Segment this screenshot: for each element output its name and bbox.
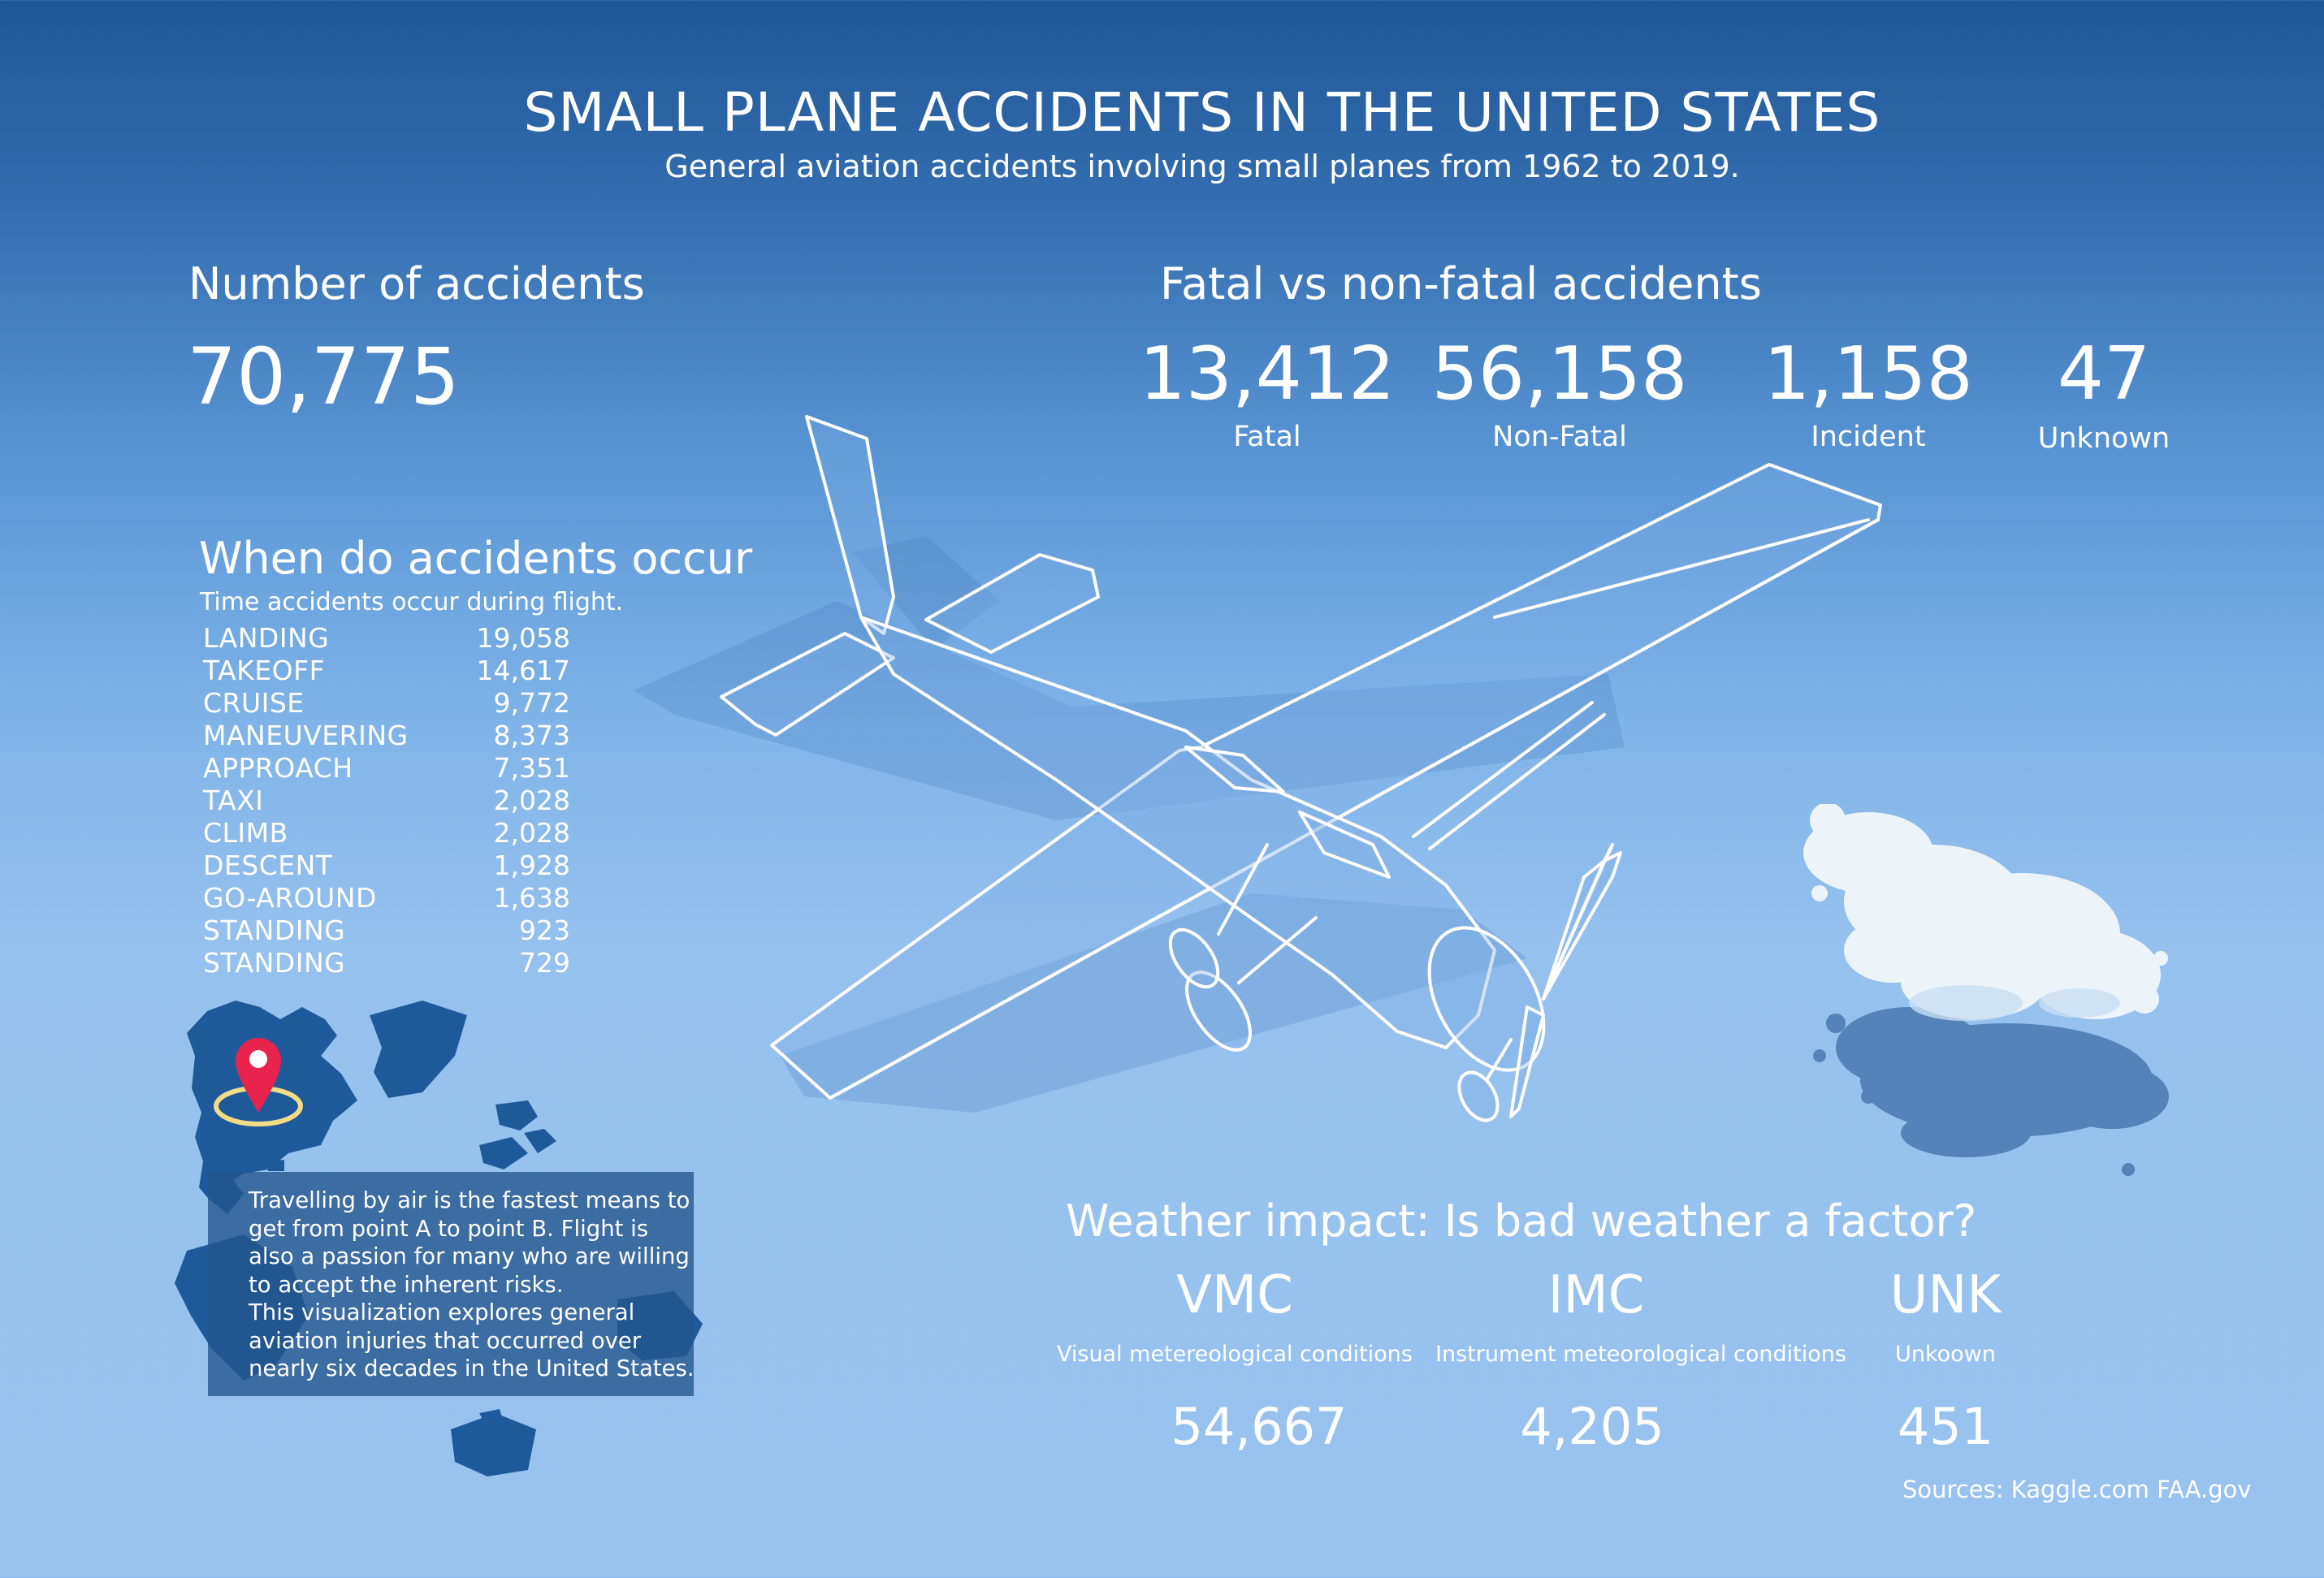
phase-name: MANEUVERING — [203, 720, 409, 751]
page-subtitle: General aviation accidents involving sma… — [664, 149, 1740, 184]
intro-line: aviation injuries that occurred over — [249, 1327, 642, 1354]
phase-row: MANEUVERING 8,373 — [203, 720, 570, 752]
fatal-value: 13,412 — [1139, 331, 1396, 417]
total-value: 70,775 — [187, 331, 460, 422]
phase-name: DESCENT — [203, 850, 333, 881]
intro-text-box: Travelling by air is the fastest means t… — [208, 1172, 695, 1396]
phase-count: 8,373 — [493, 720, 570, 751]
unk-description: Unkoown — [1895, 1342, 1996, 1367]
phase-count: 2,028 — [493, 785, 570, 816]
total-heading: Number of accidents — [188, 258, 645, 309]
page-title: SMALL PLANE ACCIDENTS IN THE UNITED STAT… — [523, 81, 1881, 144]
phase-count: 923 — [519, 914, 570, 946]
phase-name: TAKEOFF — [203, 655, 326, 686]
vmc-value: 54,667 — [1171, 1397, 1348, 1456]
vmc-code: VMC — [1176, 1265, 1293, 1325]
phase-name: APPROACH — [203, 752, 353, 784]
non-fatal-label: Non-Fatal — [1492, 421, 1627, 453]
phase-count: 9,772 — [493, 687, 570, 719]
severity-heading: Fatal vs non-fatal accidents — [1160, 258, 1762, 309]
phase-count: 14,617 — [476, 655, 570, 686]
imc-description: Instrument meteorological conditions — [1435, 1342, 1846, 1367]
phase-name: STANDING — [203, 914, 346, 946]
phase-row: STANDING 729 — [203, 947, 570, 979]
phase-row: LANDING 19,058 — [203, 622, 570, 655]
vmc-description: Visual metereological conditions — [1057, 1342, 1413, 1367]
map-pin-icon — [236, 1038, 281, 1113]
cloud-illustration — [1803, 804, 2169, 1176]
phase-name: GO-AROUND — [203, 882, 377, 914]
intro-line: nearly six decades in the United States. — [249, 1355, 695, 1381]
imc-code: IMC — [1547, 1265, 1645, 1325]
phase-name: TAXI — [203, 785, 264, 816]
intro-line: also a passion for many who are willing — [249, 1243, 690, 1269]
phase-row: DESCENT 1,928 — [203, 850, 570, 882]
phase-count: 7,351 — [493, 752, 570, 784]
unk-value: 451 — [1897, 1397, 1994, 1456]
unk-code: UNK — [1889, 1265, 2002, 1325]
phase-row: STANDING 923 — [203, 914, 570, 947]
phase-row: GO-AROUND 1,638 — [203, 882, 570, 914]
phase-row: CLIMB 2,028 — [203, 817, 570, 850]
airplane-illustration — [634, 415, 1882, 1122]
weather-heading: Weather impact: Is bad weather a factor? — [1066, 1195, 1977, 1247]
incident-value: 1,158 — [1764, 331, 1973, 417]
fatal-label: Fatal — [1233, 421, 1301, 453]
phase-count: 729 — [519, 947, 570, 979]
non-fatal-value: 56,158 — [1431, 331, 1688, 417]
phase-name: STANDING — [203, 947, 346, 979]
unknown-value: 47 — [2057, 331, 2151, 417]
phases-heading: When do accidents occur — [199, 533, 753, 584]
intro-line: to accept the inherent risks. — [249, 1271, 564, 1298]
phase-row: APPROACH 7,351 — [203, 752, 570, 785]
phase-count: 19,058 — [476, 622, 570, 654]
phase-row: CRUISE 9,772 — [203, 687, 570, 720]
phase-count: 2,028 — [493, 817, 570, 849]
sources-text: Sources: Kaggle.com FAA.gov — [1902, 1476, 2252, 1503]
phase-count: 1,928 — [493, 850, 570, 881]
phase-row: TAKEOFF 14,617 — [203, 655, 570, 687]
incident-label: Incident — [1811, 421, 1926, 453]
intro-line: get from point A to point B. Flight is — [249, 1215, 649, 1242]
intro-line: Travelling by air is the fastest means t… — [249, 1187, 690, 1213]
imc-value: 4,205 — [1520, 1397, 1664, 1456]
phase-name: CRUISE — [203, 687, 305, 719]
intro-line: This visualization explores general — [249, 1299, 635, 1325]
phase-row: TAXI 2,028 — [203, 785, 570, 817]
unknown-label: Unknown — [2037, 422, 2170, 455]
phase-count: 1,638 — [493, 882, 570, 914]
phases-subheading: Time accidents occur during flight. — [200, 588, 624, 616]
phase-name: CLIMB — [203, 817, 288, 849]
phase-name: LANDING — [203, 622, 330, 654]
